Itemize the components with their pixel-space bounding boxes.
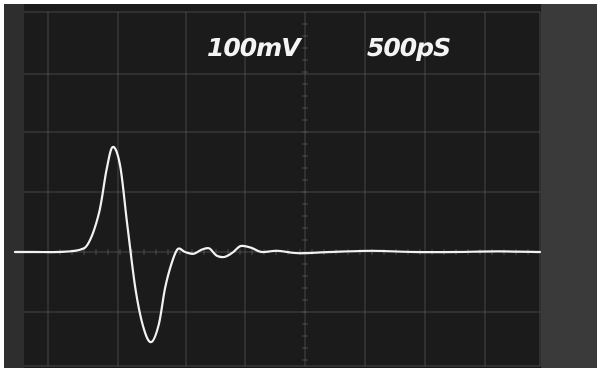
vertical-scale-readout: 100mV (207, 33, 302, 62)
signal-trace (13, 145, 542, 344)
horizontal-scale-readout: 500pS (367, 33, 450, 62)
left-bezel (4, 4, 24, 368)
screen-background (4, 4, 597, 368)
right-bezel (541, 4, 597, 368)
